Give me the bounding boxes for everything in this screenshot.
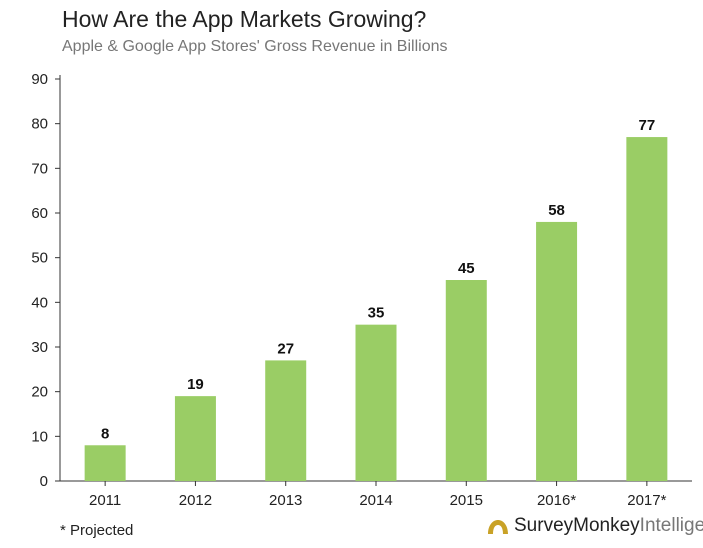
bar: [174, 396, 216, 481]
bar: [536, 221, 578, 481]
y-tick-label: 50: [31, 250, 48, 267]
data-label: 35: [368, 305, 385, 322]
data-label: 19: [187, 376, 204, 393]
x-tick-label: 2015: [450, 492, 483, 509]
x-tick-label: 2011: [89, 492, 121, 509]
x-tick-label: 2013: [269, 492, 302, 509]
bar: [626, 137, 668, 482]
x-tick-label: 2017*: [627, 492, 666, 509]
projected-footnote: * Projected: [60, 522, 134, 539]
y-tick-label: 80: [31, 116, 48, 133]
y-tick-label: 60: [31, 205, 48, 222]
x-tick-label: 2014: [359, 492, 392, 509]
data-label: 8: [101, 425, 109, 442]
y-tick-label: 10: [31, 428, 48, 445]
surveymonkey-brand: SurveyMonkey Intelligence: [486, 515, 703, 537]
brand-suffix: Intelligence: [639, 515, 703, 536]
data-label: 58: [548, 202, 565, 219]
chart-subtitle: Apple & Google App Stores' Gross Revenue…: [62, 38, 448, 55]
y-tick-label: 30: [31, 339, 48, 356]
y-tick-label: 0: [40, 473, 48, 490]
bar: [84, 445, 126, 481]
bar: [445, 280, 487, 481]
y-tick-label: 40: [31, 294, 48, 311]
brand-name: SurveyMonkey: [514, 515, 640, 536]
surveymonkey-logo-icon: [488, 520, 508, 534]
chart-title: How Are the App Markets Growing?: [62, 6, 427, 32]
data-label: 27: [277, 340, 294, 357]
bar: [265, 360, 307, 481]
y-tick-label: 20: [31, 384, 48, 401]
y-tick-label: 90: [31, 71, 48, 88]
x-tick-label: 2012: [179, 492, 212, 509]
data-label: 45: [458, 260, 475, 277]
y-tick-label: 70: [31, 160, 48, 177]
data-label: 77: [639, 117, 656, 134]
bar: [355, 324, 397, 481]
x-tick-label: 2016*: [537, 492, 576, 509]
